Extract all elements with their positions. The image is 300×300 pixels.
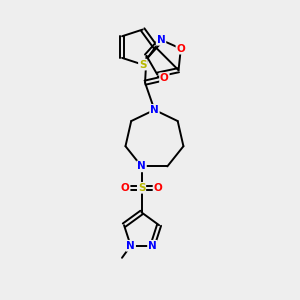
Text: N: N <box>148 241 157 251</box>
Text: S: S <box>139 60 146 70</box>
Text: N: N <box>150 105 159 115</box>
Text: O: O <box>154 183 162 193</box>
Text: O: O <box>121 183 130 193</box>
Text: N: N <box>137 161 146 171</box>
Text: O: O <box>176 44 185 54</box>
Text: S: S <box>138 183 145 193</box>
Text: O: O <box>160 73 169 83</box>
Text: N: N <box>157 35 165 45</box>
Text: N: N <box>126 241 135 251</box>
